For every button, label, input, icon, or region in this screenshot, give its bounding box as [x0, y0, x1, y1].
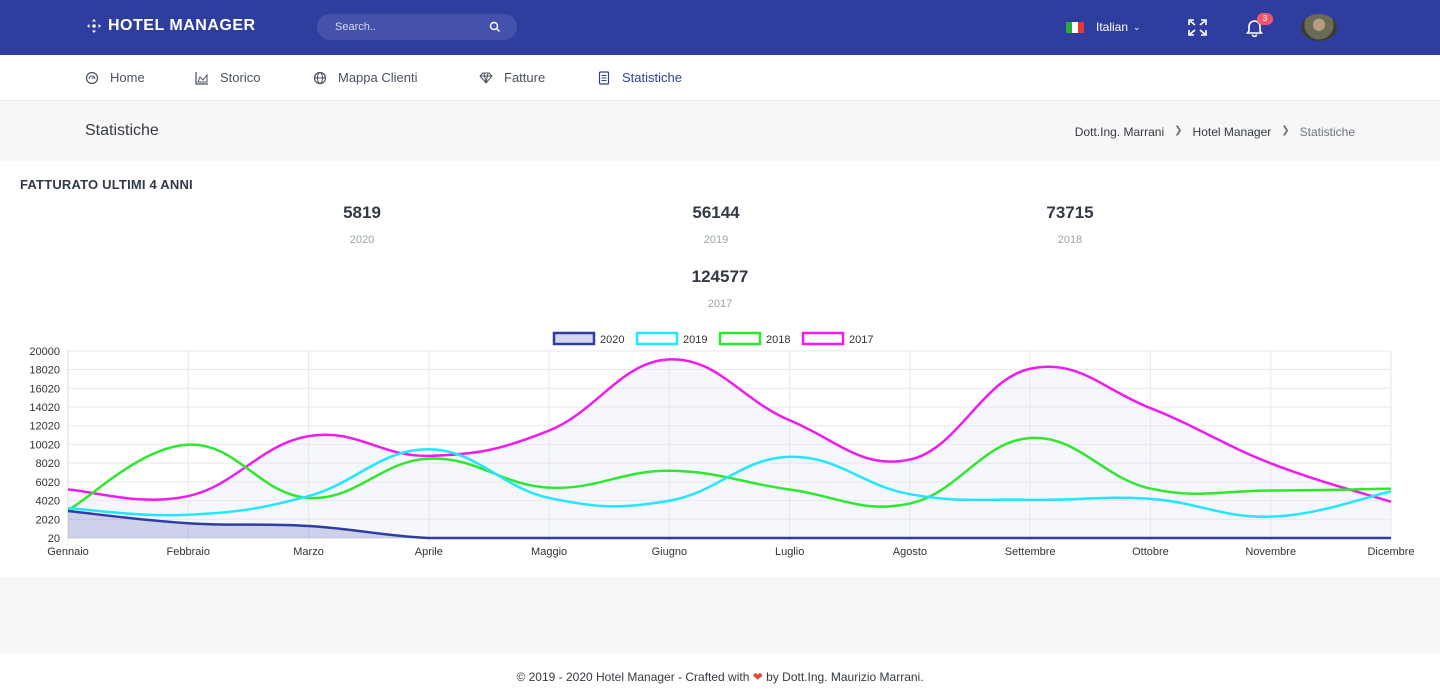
legend-label: 2020: [600, 334, 624, 346]
notification-badge: 3: [1257, 13, 1273, 25]
legend-label: 2018: [766, 334, 790, 346]
revenue-line-chart: 2020204020602080201002012020140201602018…: [29, 331, 1415, 558]
x-tick-label: Aprile: [415, 546, 443, 558]
nav-item-storico[interactable]: Storico: [195, 70, 260, 85]
stat-2019: 56144 2019: [616, 203, 816, 246]
series-area-2020: [68, 511, 1391, 538]
nav-label-fatture: Fatture: [504, 70, 546, 85]
y-tick-label: 10020: [29, 439, 60, 451]
y-tick-label: 20000: [29, 346, 60, 358]
nav-item-home[interactable]: Home: [85, 70, 145, 85]
stat-year: 2019: [703, 234, 729, 246]
logo[interactable]: HOTEL MANAGER: [86, 17, 256, 35]
card-title: FATTURATO ULTIMI 4 ANNI: [20, 177, 193, 192]
stat-year: 2017: [707, 298, 733, 310]
stat-2017: 124577 2017: [620, 267, 820, 310]
x-tick-label: Luglio: [775, 546, 804, 558]
legend-item-2019: 2019: [635, 331, 707, 346]
series-area-2017: [68, 359, 1391, 538]
footer-author: by Dott.Ing. Maurizio Marrani.: [766, 670, 924, 684]
breadcrumb-item-app[interactable]: Hotel Manager: [1192, 125, 1272, 139]
legend-label: 2017: [849, 334, 873, 346]
x-tick-label: Febbraio: [167, 546, 210, 558]
move-arrows-icon: [87, 19, 101, 33]
logo-text: HOTEL MANAGER: [108, 17, 256, 34]
y-tick-label: 8020: [36, 458, 60, 470]
x-tick-label: Gennaio: [47, 546, 89, 558]
stat-2020: 5819 2020: [262, 203, 462, 246]
x-tick-label: Marzo: [293, 546, 324, 558]
nav-label-home: Home: [110, 70, 145, 85]
y-tick-label: 14020: [29, 402, 60, 414]
y-tick-label: 12020: [29, 421, 60, 433]
y-tick-label: 4020: [36, 496, 60, 508]
y-tick-label: 6020: [36, 477, 60, 489]
x-tick-label: Agosto: [893, 546, 927, 558]
x-tick-label: Ottobre: [1132, 546, 1169, 558]
legend-label: 2019: [683, 334, 707, 346]
chevron-right-icon: ❯: [1174, 125, 1183, 136]
stat-2018: 73715 2018: [970, 203, 1170, 246]
stat-year: 2018: [1057, 234, 1083, 246]
italy-flag-icon: [1066, 21, 1084, 33]
x-tick-label: Dicembre: [1367, 546, 1414, 558]
footer-text: © 2019 - 2020 Hotel Manager - Crafted wi…: [516, 670, 750, 684]
search-icon[interactable]: [489, 21, 501, 33]
nav-label-statistiche: Statistiche: [622, 70, 682, 85]
legend-swatch: [801, 331, 845, 346]
search-input[interactable]: [317, 14, 487, 40]
stat-value: 124577: [691, 267, 749, 286]
legend-swatch: [718, 331, 762, 346]
y-tick-label: 2020: [36, 514, 60, 526]
series-line-2019: [67, 448, 1392, 518]
search-box: [317, 14, 517, 40]
breadcrumb-item-current: Statistiche: [1299, 125, 1355, 139]
globe-icon: [313, 71, 327, 84]
legend-swatch: [635, 331, 679, 346]
x-tick-label: Settembre: [1005, 546, 1056, 558]
page-header: Statistiche Dott.Ing. Marrani ❯ Hotel Ma…: [0, 102, 1440, 161]
fullscreen-icon[interactable]: [1188, 19, 1207, 36]
stat-value: 5819: [343, 203, 381, 222]
main-nav: Home Storico Mappa Clienti Fatture Stati…: [0, 55, 1440, 101]
series-line-2018: [67, 436, 1392, 512]
series-line-2017: [67, 358, 1392, 503]
stat-value: 56144: [692, 203, 740, 222]
diamond-icon: [479, 72, 493, 84]
legend-item-2018: 2018: [718, 331, 790, 346]
x-tick-label: Novembre: [1245, 546, 1296, 558]
y-tick-label: 18020: [29, 365, 60, 377]
stat-year: 2020: [349, 234, 375, 246]
language-selector[interactable]: Italian ⌄: [1066, 20, 1141, 34]
page-title: Statistiche: [85, 122, 159, 139]
chart-area-icon: [195, 71, 208, 85]
y-tick-label: 20: [48, 533, 60, 545]
nav-item-mappa-clienti[interactable]: Mappa Clienti: [313, 70, 418, 85]
breadcrumb: Dott.Ing. Marrani ❯ Hotel Manager ❯ Stat…: [1075, 125, 1355, 139]
nav-item-fatture[interactable]: Fatture: [479, 70, 545, 85]
y-tick-label: 16020: [29, 383, 60, 395]
language-label: Italian: [1096, 20, 1129, 34]
dashboard-icon: [85, 71, 99, 84]
chevron-down-icon: ⌄: [1133, 21, 1141, 32]
nav-label-mappa-clienti: Mappa Clienti: [338, 70, 418, 85]
stat-value: 73715: [1046, 203, 1094, 222]
x-tick-label: Giugno: [652, 546, 687, 558]
breadcrumb-item-user[interactable]: Dott.Ing. Marrani: [1074, 125, 1165, 139]
chevron-right-icon: ❯: [1281, 125, 1290, 136]
topbar: HOTEL MANAGER Italian ⌄ 3: [0, 0, 1440, 55]
avatar[interactable]: [1301, 14, 1337, 41]
series-line-2020: [67, 509, 1391, 540]
nav-label-storico: Storico: [220, 70, 261, 85]
heart-icon: ❤: [752, 670, 763, 684]
x-tick-label: Maggio: [531, 546, 567, 558]
legend-item-2017: 2017: [801, 331, 873, 346]
legend-item-2020: 2020: [552, 331, 624, 346]
nav-item-statistiche[interactable]: Statistiche: [597, 70, 682, 85]
footer: © 2019 - 2020 Hotel Manager - Crafted wi…: [0, 654, 1440, 700]
legend-swatch: [552, 331, 596, 346]
document-icon: [598, 70, 610, 85]
